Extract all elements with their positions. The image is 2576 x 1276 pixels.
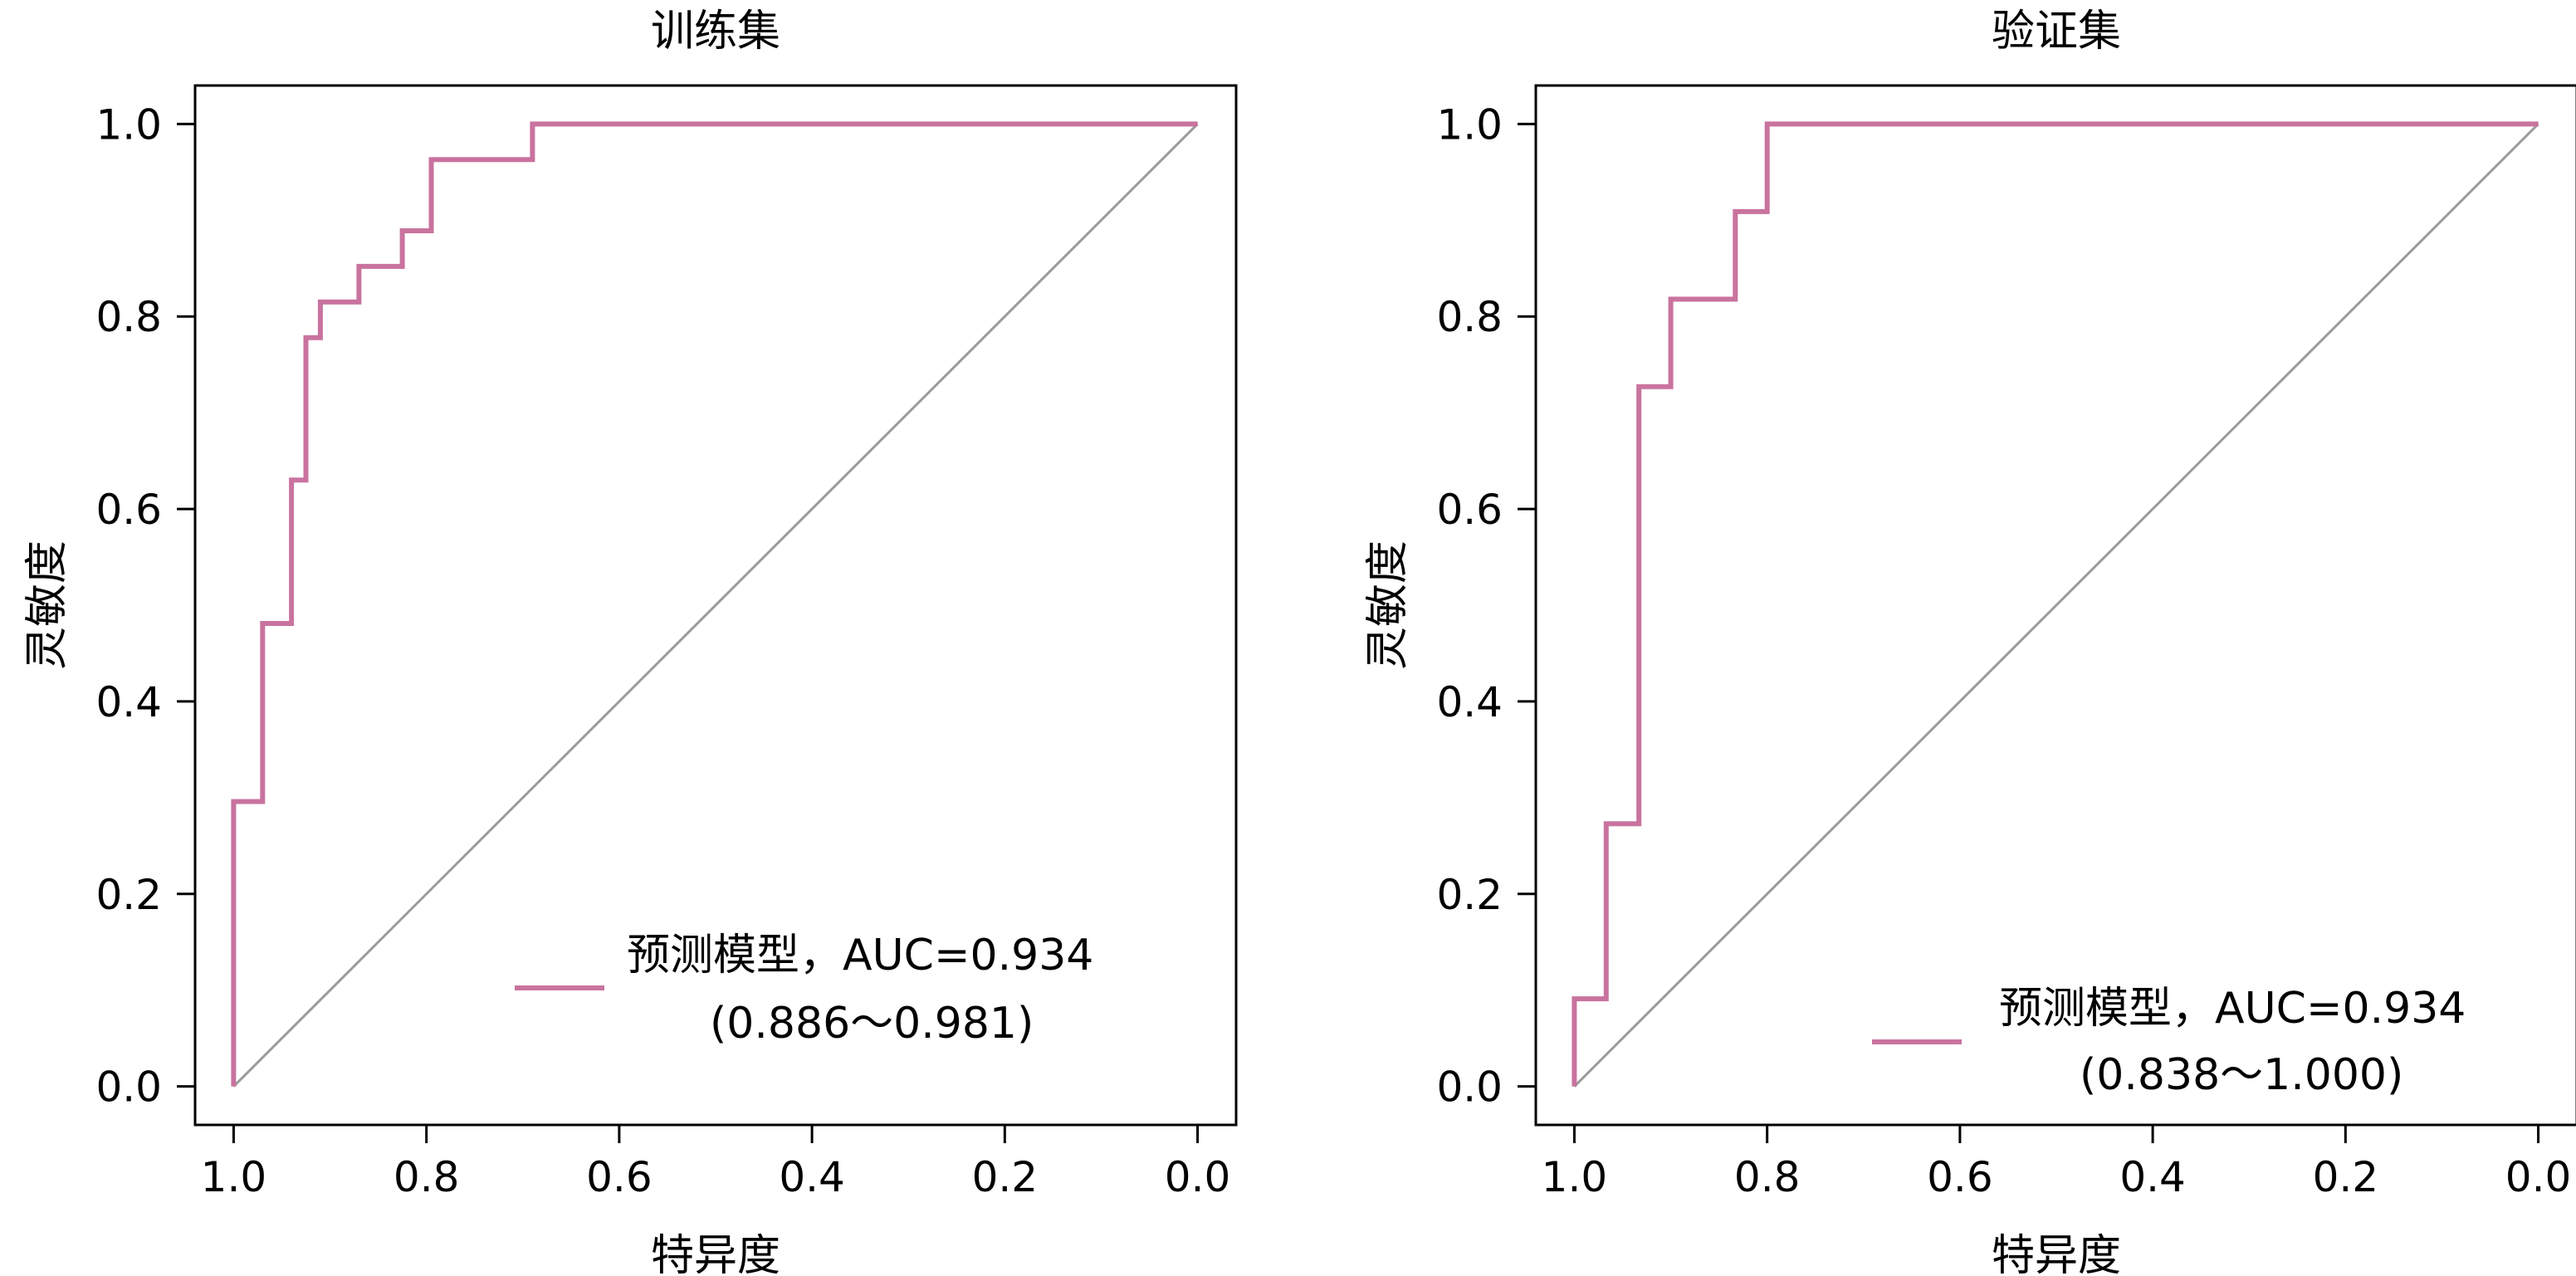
roc-panel-2: 验证集 1.0 0.8 0.6 0.4 0.2 0.0 0.0 0.2 0.4 0.6 0.8 1.0 特… (1363, 7, 2576, 1276)
legend-label-ci: (0.838～1.000) (2080, 1050, 2403, 1100)
legend: 预测模型，AUC=0.934 (0.886～0.981) (515, 931, 1093, 1049)
x-tick-label: 0.2 (2313, 1153, 2379, 1201)
y-tick-label: 0.0 (1436, 1063, 1503, 1112)
legend: 预测模型，AUC=0.934 (0.838～1.000) (1872, 984, 2466, 1100)
x-tick-label: 0.0 (2505, 1153, 2572, 1201)
legend-label: 预测模型，AUC=0.934 (1999, 984, 2466, 1034)
y-tick-label: 0.6 (1436, 486, 1503, 534)
y-tick-label: 0.8 (95, 293, 162, 341)
plot-frame (193, 84, 1238, 1127)
legend-label: 预测模型，AUC=0.934 (627, 931, 1093, 980)
x-axis-title: 特异度 (1992, 1231, 2121, 1276)
chart-title: 训练集 (651, 7, 780, 56)
roc-panel-1: 训练集 1.0 0.8 0.6 0.4 0.2 0.0 0.0 0.2 0.4 0.6 0.8 1.0 特… (22, 7, 1238, 1276)
y-tick-label: 0.4 (1436, 678, 1503, 726)
x-tick-label: 0.2 (972, 1153, 1039, 1201)
y-tick-label: 1.0 (95, 100, 162, 149)
y-tick-label: 0.2 (1436, 871, 1503, 919)
x-tick-label: 0.0 (1165, 1153, 1231, 1201)
x-tick-label: 0.8 (393, 1153, 460, 1201)
y-axis-title: 灵敏度 (1363, 540, 1413, 670)
x-tick-label: 0.8 (1734, 1153, 1801, 1201)
x-tick-label: 0.6 (586, 1153, 653, 1201)
y-tick-label: 0.2 (95, 871, 162, 919)
x-axis-title: 特异度 (651, 1231, 780, 1276)
x-tick-label: 0.4 (2119, 1153, 2186, 1201)
y-tick-label: 0.0 (95, 1063, 162, 1112)
x-tick-label: 0.6 (1927, 1153, 1993, 1201)
y-tick-label: 0.8 (1436, 293, 1503, 341)
reference-diagonal-line (232, 123, 1199, 1088)
chart-title: 验证集 (1992, 7, 2121, 56)
x-tick-label: 1.0 (1542, 1153, 1608, 1201)
x-tick-label: 1.0 (201, 1153, 267, 1201)
reference-diagonal-line (1573, 123, 2539, 1088)
y-tick-label: 0.4 (95, 678, 162, 726)
legend-label-ci: (0.886～0.981) (710, 999, 1034, 1049)
roc-curve-series-1 (1572, 121, 2539, 1087)
plot-frame (1534, 84, 2576, 1127)
x-tick-label: 0.4 (779, 1153, 845, 1201)
y-axis-title: 灵敏度 (22, 540, 72, 670)
y-tick-label: 1.0 (1436, 100, 1503, 149)
roc-curve-series-1 (231, 121, 1198, 1087)
y-tick-label: 0.6 (95, 486, 162, 534)
